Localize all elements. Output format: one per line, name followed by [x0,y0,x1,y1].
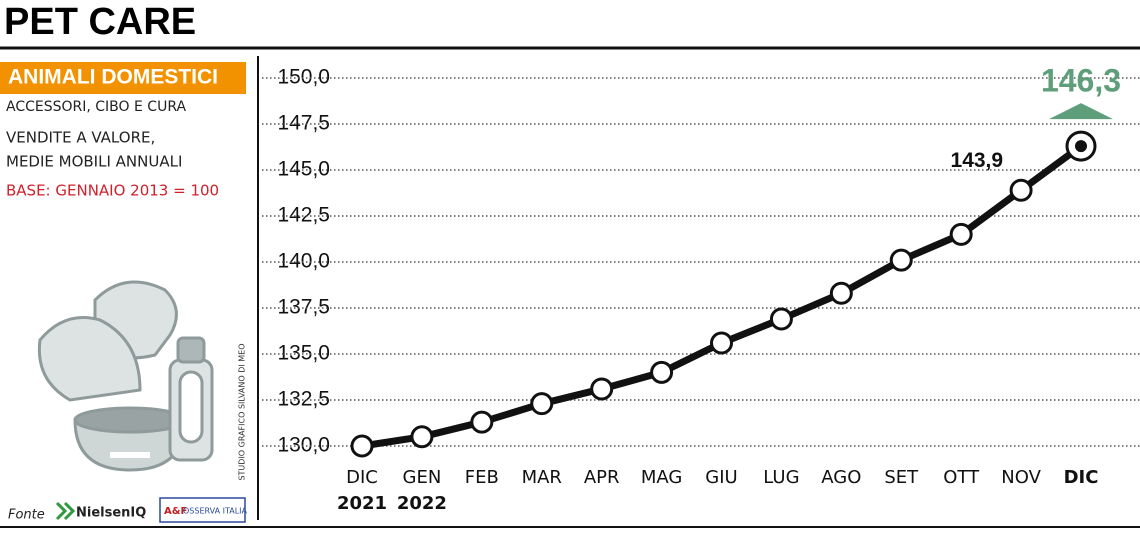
x-tick-label: 2022 [397,493,447,514]
source-label: Fonte [8,508,45,523]
x-tick-label: MAG [641,467,682,488]
x-tick-label: FEB [465,467,499,488]
subtitle: ACCESSORI, CIBO E CURA [6,99,186,115]
point [829,281,853,305]
line [361,143,1084,450]
point [769,307,793,331]
x-tick-label: DIC [1064,467,1099,488]
y-tick-label: 132,5 [277,388,330,411]
x-tick-label: SET [884,467,919,488]
x-tick-label: MAR [522,467,562,488]
source: OSSERVA ITALIA [183,507,248,516]
x-tick-label: OTT [943,467,980,488]
x-tick-label: APR [584,467,620,488]
x-tick-label: AGO [821,467,861,488]
point [350,434,374,458]
base-note: BASE: GENNAIO 2013 = 100 [6,182,219,200]
point [530,392,554,416]
x-tick-label: LUG [763,467,799,488]
value-label: 146,3 [1041,63,1121,99]
x-tick-label: GIU [705,467,737,488]
y-tick-label: 150,0 [277,66,330,89]
section-title: ANIMALI DOMESTICI [8,66,218,89]
section-box [0,62,246,94]
y-tick-label: 147,5 [277,112,330,135]
source: NielsenIQ [76,506,146,521]
source: A&F [164,506,187,517]
point-center [1075,140,1087,153]
credit: STUDIO GRAFICO SILVANO DI MEO [238,343,247,480]
y-tick-label: 130,0 [277,434,330,457]
point [1009,178,1033,202]
pet-illustration [37,280,214,472]
point [470,410,494,434]
x-tick-label: DIC [346,467,378,488]
point [710,331,733,355]
y-tick-label: 140,0 [277,250,330,273]
point [889,248,913,272]
title: PET CARE [4,1,196,43]
description: MEDIE MOBILI ANNUALI [6,153,182,171]
x-tick-label: 2021 [337,493,387,514]
x-tick-label: NOV [1001,467,1041,488]
description: VENDITE A VALORE, [6,129,155,147]
y-tick-label: 135,0 [277,342,330,365]
source-logo [55,501,76,521]
up-arrow [1049,103,1113,120]
point [590,377,614,401]
source-logo-box [159,497,246,523]
point [949,222,973,246]
y-tick-label: 137,5 [277,296,330,319]
value-label: 143,9 [951,149,1004,172]
point [410,425,434,449]
y-tick-label: 142,5 [277,204,330,227]
point [650,360,674,384]
x-tick-label: GEN [403,467,442,488]
y-tick-label: 145,0 [277,158,330,181]
